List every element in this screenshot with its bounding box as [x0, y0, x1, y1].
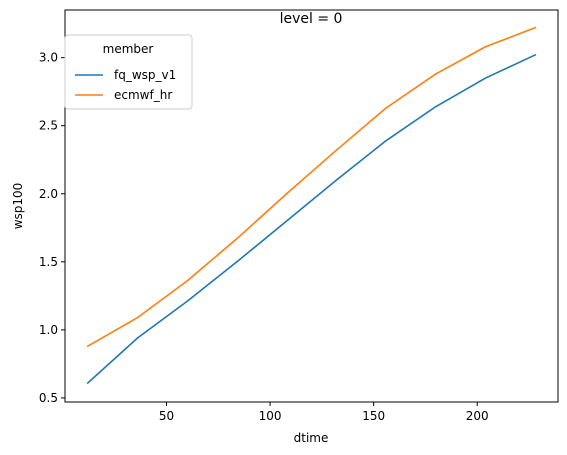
legend-label: fq_wsp_v1 — [114, 68, 176, 82]
legend-items: fq_wsp_v1 ecmwf_hr — [75, 68, 176, 102]
x-tick-label: 200 — [466, 409, 489, 423]
x-tick-label: 50 — [159, 409, 174, 423]
legend-title: member — [103, 42, 154, 56]
y-tick-label: 3.0 — [39, 51, 58, 65]
y-axis-ticks: 0.5 1.0 1.5 2.0 2.5 3.0 — [39, 51, 65, 405]
y-tick-label: 2.0 — [39, 187, 58, 201]
legend: member fq_wsp_v1 ecmwf_hr — [64, 34, 193, 110]
x-tick-label: 150 — [362, 409, 385, 423]
series-line-fq-wsp-v1 — [86, 53, 537, 385]
series-line-ecmwf-hr — [86, 26, 537, 348]
y-tick-label: 2.5 — [39, 119, 58, 133]
plot-area — [64, 9, 559, 403]
legend-label: ecmwf_hr — [114, 88, 172, 102]
x-axis-label: dtime — [294, 431, 329, 445]
y-tick-label: 1.5 — [39, 255, 58, 269]
legend-box — [64, 34, 193, 110]
y-tick-label: 1.0 — [39, 323, 58, 337]
series-lines — [86, 26, 537, 385]
x-tick-label: 100 — [259, 409, 282, 423]
y-axis-label: wsp100 — [11, 183, 25, 230]
x-axis-ticks: 50 100 150 200 — [159, 402, 489, 423]
y-tick-label: 0.5 — [39, 391, 58, 405]
chart-title: level = 0 — [280, 11, 343, 27]
plot-frame — [64, 9, 559, 403]
